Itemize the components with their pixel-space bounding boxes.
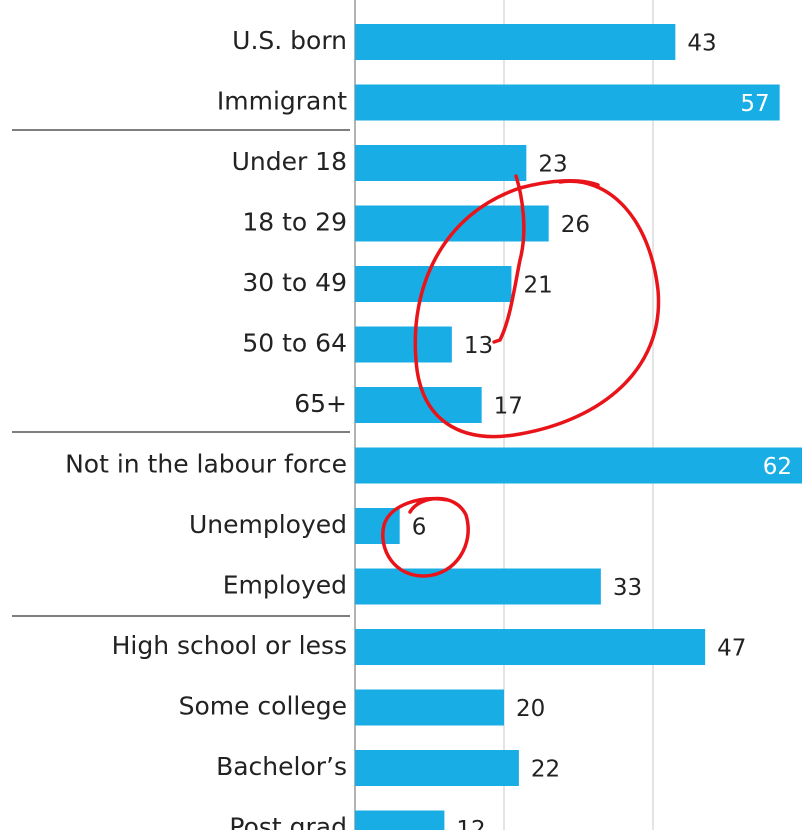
category-label: Some college [179, 692, 347, 721]
annotation-circle [381, 496, 470, 578]
category-label: 18 to 29 [242, 208, 347, 237]
annotation-circle [413, 178, 661, 439]
value-label: 6 [412, 515, 427, 541]
value-label: 21 [523, 273, 552, 299]
bar [355, 568, 601, 605]
category-label: U.S. born [232, 26, 347, 55]
bars: U.S. born 43 Immigrant 57 Under 18 23 18 to 29… [65, 24, 802, 830]
value-label: 43 [687, 31, 716, 57]
value-label: 47 [717, 636, 746, 662]
bar [355, 24, 676, 60]
category-label: Not in the labour force [65, 450, 347, 479]
category-label: 30 to 49 [242, 268, 347, 297]
bar [355, 326, 452, 363]
bar [355, 629, 706, 665]
value-label: 23 [538, 152, 567, 178]
bar [355, 145, 527, 181]
value-label: 62 [763, 454, 792, 480]
bar [355, 689, 504, 726]
bar [355, 387, 482, 423]
category-label: Post grad [229, 813, 347, 830]
value-label: 33 [613, 575, 642, 601]
value-label: 22 [531, 757, 560, 783]
category-label: Immigrant [217, 87, 347, 116]
category-label: High school or less [112, 631, 347, 660]
annotations [381, 174, 661, 578]
value-label: 13 [464, 333, 493, 359]
category-label: Bachelor’s [216, 752, 347, 781]
category-label: Unemployed [189, 510, 347, 539]
bar [355, 266, 512, 302]
bar [355, 447, 802, 484]
bar [355, 84, 780, 121]
category-label: 65+ [294, 389, 347, 418]
category-label: Employed [223, 571, 347, 600]
bar [355, 810, 445, 830]
value-label: 20 [516, 696, 545, 722]
value-label: 57 [740, 91, 769, 117]
category-label: 50 to 64 [242, 329, 347, 358]
category-label: Under 18 [232, 147, 347, 176]
value-label: 17 [494, 394, 523, 420]
annotation-stroke [492, 174, 526, 344]
value-label: 12 [456, 817, 485, 830]
value-label: 26 [561, 212, 590, 238]
bar [355, 750, 519, 786]
